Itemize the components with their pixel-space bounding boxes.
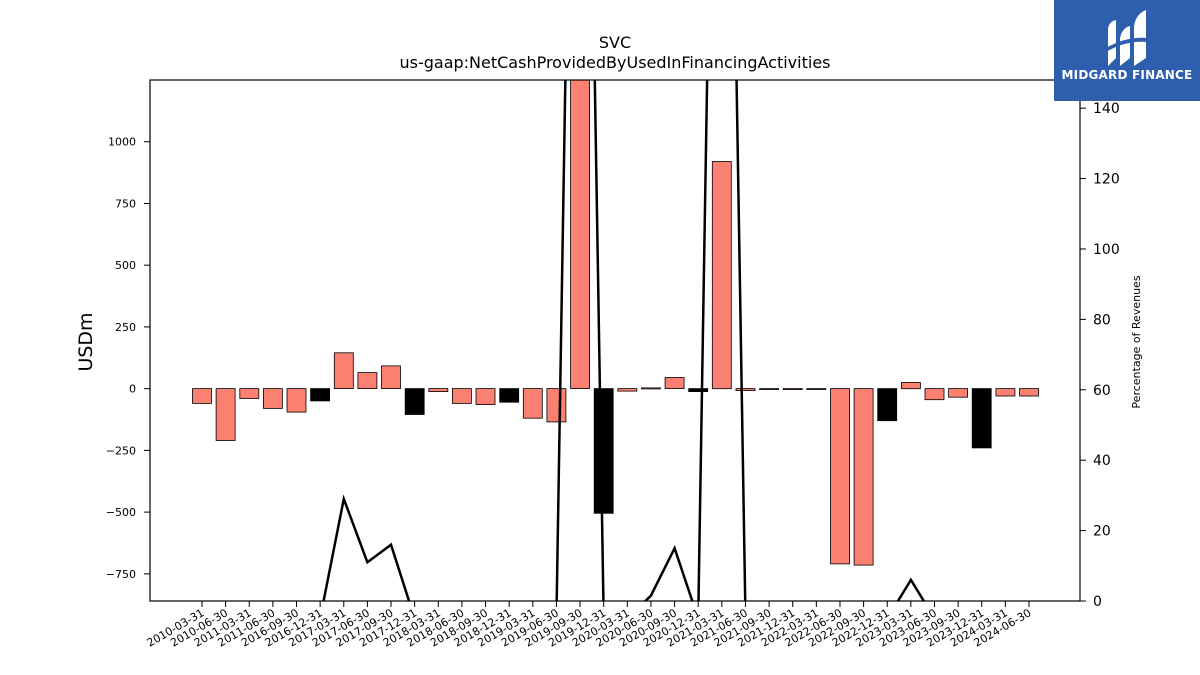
y-tick-label: 1000 <box>108 136 136 149</box>
percentage-line <box>322 80 926 601</box>
bar-2011-03-31 <box>239 388 260 399</box>
bar-series <box>192 80 1039 566</box>
y-axis-label: USDm <box>75 312 97 371</box>
chart-subtitle: us-gaap:NetCashProvidedByUsedInFinancing… <box>399 53 830 72</box>
bar-2022-09-30 <box>853 388 874 566</box>
y-axis-left: −750 −500 −250 0 250 500 750 1000 <box>106 136 150 581</box>
bar-2021-06-30 <box>735 388 756 392</box>
bar-2017-06-30 <box>357 372 378 390</box>
bar-2021-03-31 <box>711 161 732 390</box>
y2-axis-label: Percentage of Revenues <box>1130 275 1143 408</box>
y-axis-right: 0 20 40 60 80 100 120 140 <box>1080 101 1120 610</box>
y2-tick-label: 140 <box>1093 101 1120 117</box>
bar-2024-03-31 <box>995 388 1016 397</box>
y2-tick-label: 80 <box>1093 312 1111 328</box>
y2-tick-label: 100 <box>1093 242 1120 258</box>
bar-2023-06-30 <box>924 388 945 401</box>
bar-2020-03-31 <box>617 388 638 392</box>
bar-2020-09-30 <box>664 377 685 390</box>
bar-2018-06-30 <box>451 388 472 404</box>
bar-2021-12-31 <box>782 388 803 391</box>
bar-2018-09-30 <box>475 388 496 406</box>
y-tick-label: 250 <box>115 321 136 334</box>
bar-2022-12-31 <box>877 388 898 422</box>
plot-frame <box>149 79 1081 602</box>
logo-text: MIDGARD FINANCE <box>1061 68 1193 82</box>
bar-2019-06-30 <box>546 388 567 423</box>
bar-2011-06-30 <box>262 388 283 409</box>
y2-tick-label: 0 <box>1093 594 1102 610</box>
x-axis: 2010-03-312010-06-302011-03-312011-06-30… <box>145 601 1034 650</box>
y2-tick-label: 60 <box>1093 383 1111 399</box>
y-tick-label: 500 <box>115 259 136 272</box>
bar-2017-12-31 <box>404 388 425 415</box>
y-tick-label: −750 <box>106 568 136 581</box>
bar-2023-03-31 <box>901 382 921 390</box>
bar-2017-09-30 <box>381 365 401 389</box>
y-tick-label: 750 <box>115 197 136 210</box>
bar-2016-09-30 <box>286 388 307 413</box>
y2-tick-label: 120 <box>1093 172 1120 188</box>
bar-2019-09-30 <box>570 80 590 390</box>
y-tick-label: −500 <box>106 506 136 519</box>
bar-2024-06-30 <box>1019 388 1039 397</box>
y2-tick-label: 40 <box>1093 453 1111 469</box>
midgard-logo-icon <box>1106 10 1148 66</box>
line-series <box>322 80 926 601</box>
bar-2017-03-31 <box>333 352 354 389</box>
bar-2018-03-31 <box>428 388 449 393</box>
brand-logo: MIDGARD FINANCE <box>1054 0 1200 101</box>
bar-2016-12-31 <box>310 388 331 402</box>
bar-2010-03-31 <box>192 388 212 404</box>
bar-2010-06-30 <box>215 388 236 441</box>
bar-2019-12-31 <box>593 388 614 514</box>
bar-2019-03-31 <box>522 388 543 419</box>
y-tick-label: 0 <box>129 383 136 396</box>
bar-2018-12-31 <box>499 388 520 403</box>
bar-2020-06-30 <box>641 387 661 390</box>
bar-2021-09-30 <box>759 388 779 391</box>
bar-2022-06-30 <box>830 388 850 565</box>
bar-2023-12-31 <box>971 388 992 449</box>
y-tick-label: −250 <box>106 444 136 457</box>
bar-2023-09-30 <box>948 388 968 398</box>
chart-title: SVC <box>599 33 631 52</box>
y2-tick-label: 20 <box>1093 524 1111 540</box>
bar-2020-12-31 <box>688 388 709 393</box>
bar-2022-03-31 <box>806 388 827 391</box>
